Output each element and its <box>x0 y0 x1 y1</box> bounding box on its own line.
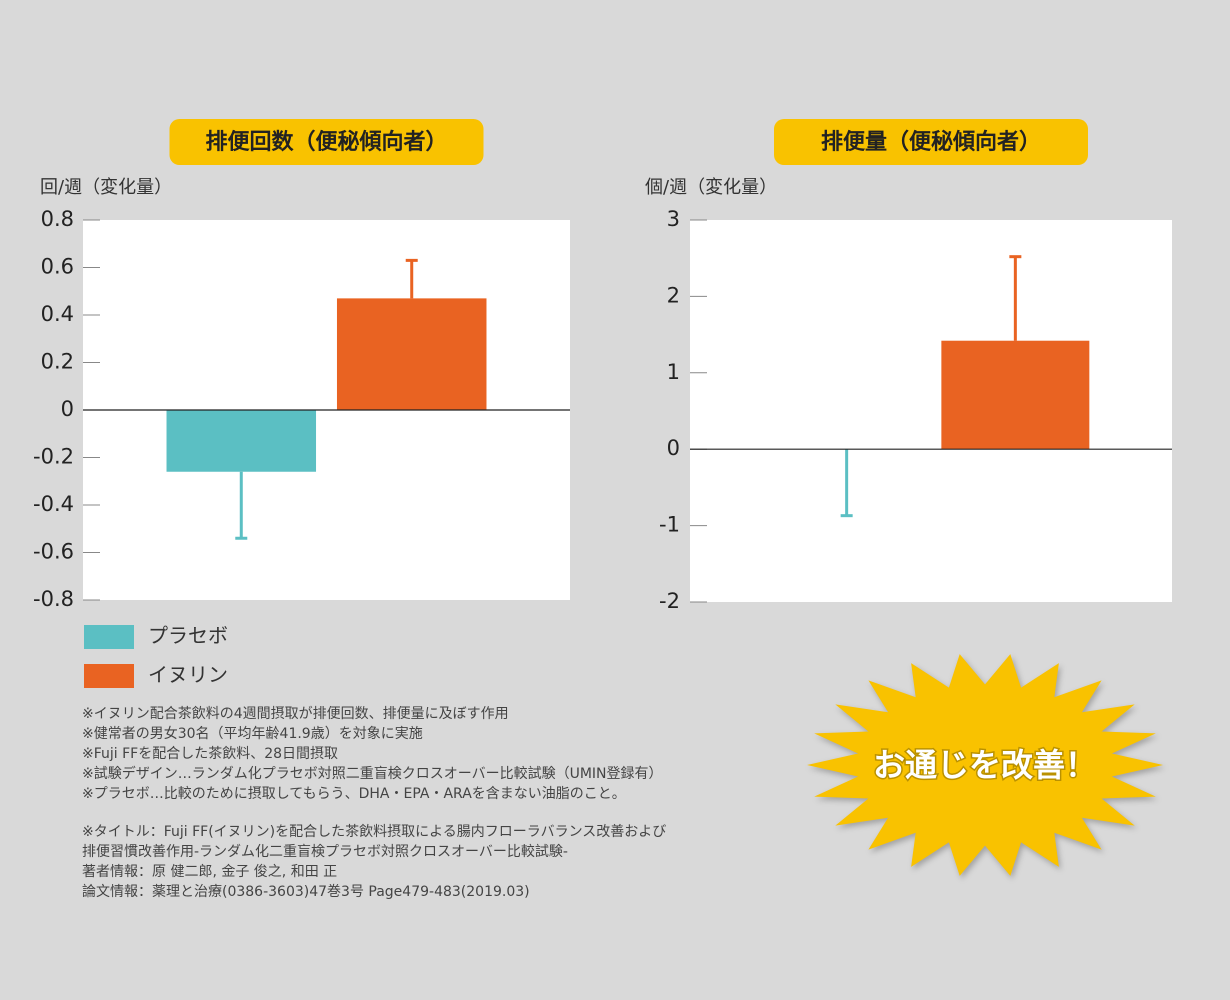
note: ※イヌリン配合茶飲料の4週間摂取が排便回数、排便量に及ぼす作用 <box>82 706 509 722</box>
y-tick-label: -0.4 <box>33 492 74 516</box>
title-badge <box>169 119 484 165</box>
y-tick-label: 0.8 <box>41 207 74 231</box>
note: ※Fuji FFを配合した茶飲料、28日間摂取 <box>82 746 338 762</box>
title-badge <box>774 119 1088 165</box>
note: 論文情報：薬理と治療(0386-3603)47巻3号 Page479-483(2… <box>82 883 530 900</box>
y-tick-label: 0.2 <box>41 350 74 374</box>
note: 著者情報：原 健二郎, 金子 俊之, 和田 正 <box>82 864 337 880</box>
chart-title: 排便量（便秘傾向者） <box>821 129 1041 155</box>
y-tick-label: 0 <box>61 397 74 421</box>
y-tick-label: 0.4 <box>41 302 74 326</box>
y-tick-label: 1 <box>667 360 680 384</box>
bar <box>166 410 317 472</box>
bar <box>336 298 487 410</box>
y-tick-label: -1 <box>659 513 680 537</box>
y-axis-label: 回/週（変化量） <box>40 177 172 198</box>
y-tick-label: -0.6 <box>33 540 74 564</box>
y-tick-label: 0 <box>667 436 680 460</box>
note: ※試験デザイン…ランダム化プラセボ対照二重盲検クロスオーバー比較試験（UMIN登… <box>82 765 663 782</box>
legend-swatch <box>84 664 134 688</box>
badge-text: お通じを改善！ <box>873 746 1097 784</box>
plot-area <box>690 220 1172 602</box>
y-tick-label: -0.2 <box>33 445 74 469</box>
starburst <box>807 654 1163 876</box>
legend-label: プラセボ <box>148 624 228 648</box>
y-tick-label: 2 <box>667 283 680 307</box>
note: ※タイトル：Fuji FF(イヌリン)を配合した茶飲料摂取による腸内フローラバラ… <box>82 824 666 840</box>
chart-title: 排便回数（便秘傾向者） <box>205 129 447 155</box>
note: ※プラセボ…比較のために摂取してもらう、DHA・EPA・ARAを含まない油脂のこ… <box>82 786 626 802</box>
note: 排便習慣改善作用-ランダム化二重盲検プラセボ対照クロスオーバー比較試験- <box>82 843 568 860</box>
bar <box>941 340 1090 450</box>
note: ※健常者の男女30名（平均年齢41.9歳）を対象に実施 <box>82 725 423 742</box>
y-tick-label: 0.6 <box>41 255 74 279</box>
y-tick-label: -0.8 <box>33 587 74 611</box>
y-axis-label: 個/週（変化量） <box>645 177 777 198</box>
legend-swatch <box>84 625 134 649</box>
legend-label: イヌリン <box>148 663 228 687</box>
y-tick-label: 3 <box>667 207 680 231</box>
y-tick-label: -2 <box>659 589 680 613</box>
